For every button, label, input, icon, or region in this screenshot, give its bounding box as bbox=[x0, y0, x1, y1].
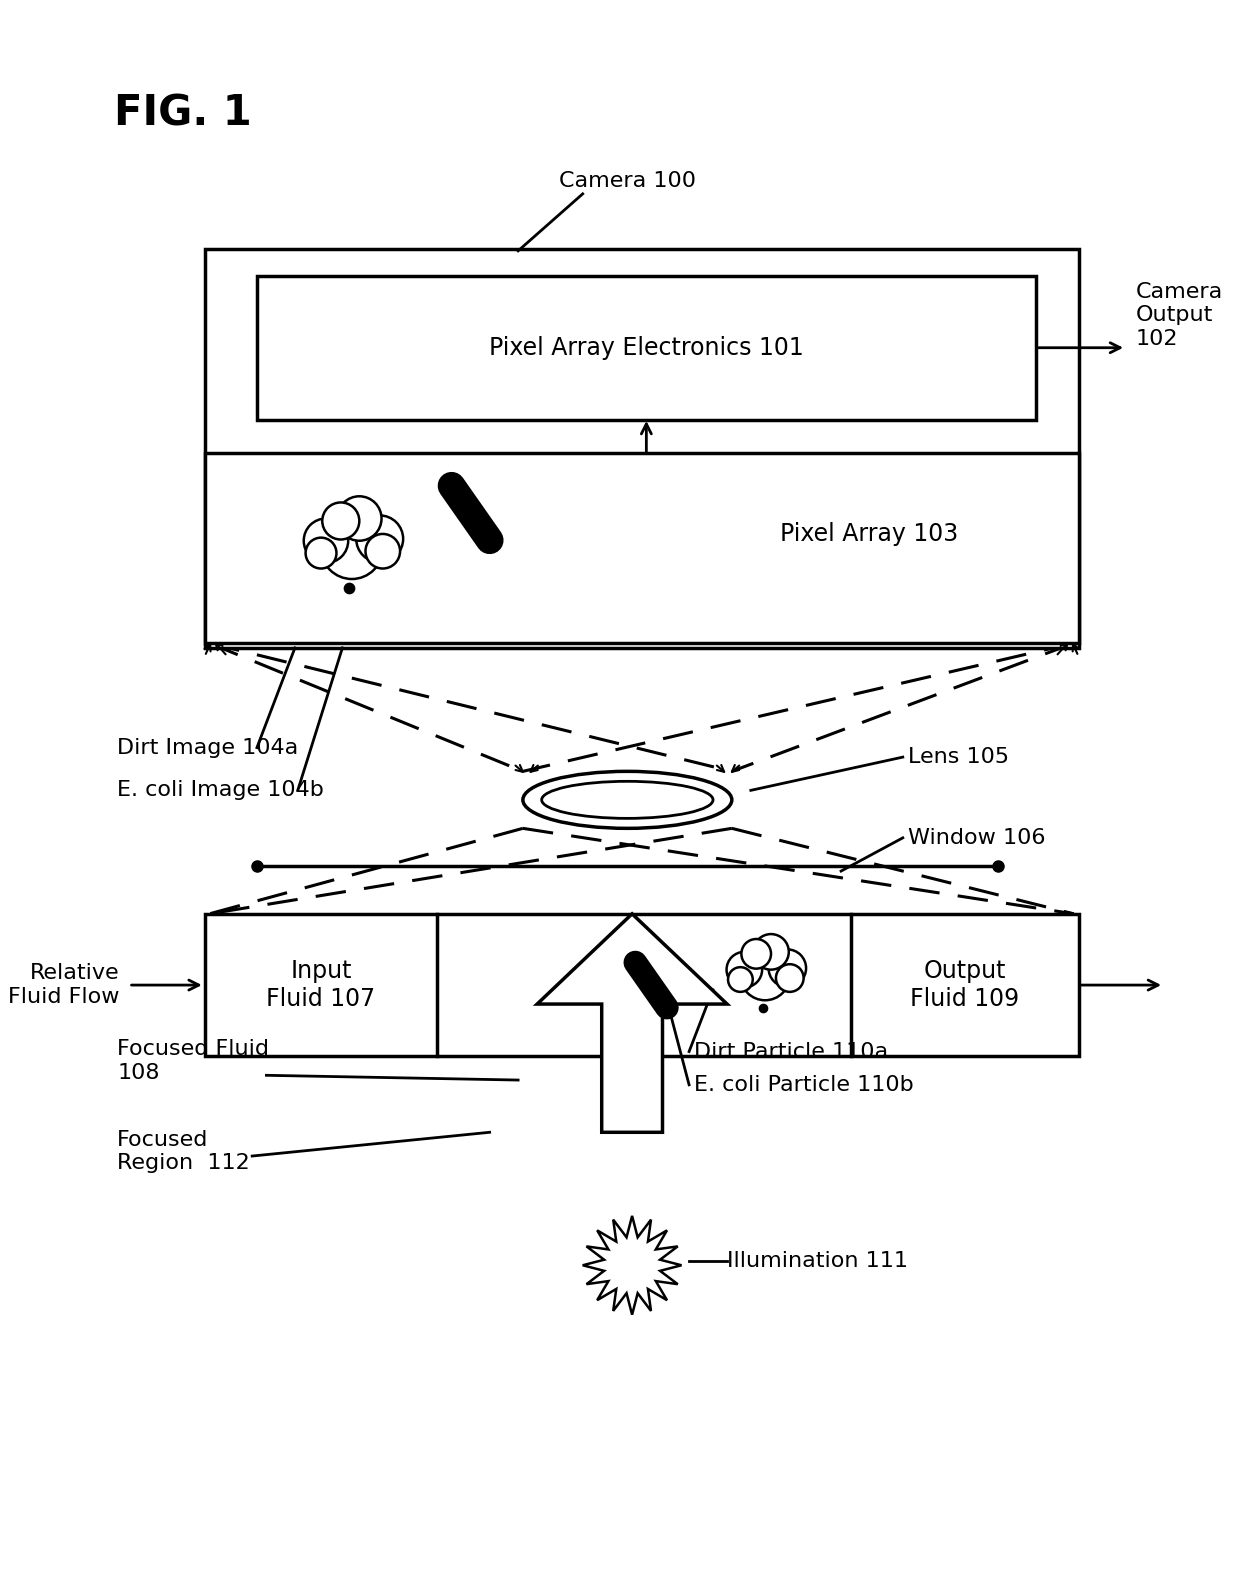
Text: Window 106: Window 106 bbox=[908, 827, 1045, 848]
Circle shape bbox=[742, 939, 771, 969]
Bar bbox=[257, 276, 1035, 419]
Circle shape bbox=[727, 952, 763, 987]
Circle shape bbox=[337, 496, 382, 540]
Ellipse shape bbox=[523, 771, 732, 829]
Circle shape bbox=[356, 515, 403, 563]
Bar bbox=[205, 913, 1079, 1057]
Polygon shape bbox=[583, 1216, 682, 1315]
Text: Dirt Particle 110a: Dirt Particle 110a bbox=[694, 1041, 888, 1062]
Circle shape bbox=[753, 934, 789, 969]
Text: Focused
Region  112: Focused Region 112 bbox=[118, 1130, 250, 1173]
Circle shape bbox=[728, 968, 753, 991]
Text: Input
Fluid 107: Input Fluid 107 bbox=[267, 960, 376, 1011]
Text: Focused Fluid
108: Focused Fluid 108 bbox=[118, 1039, 269, 1082]
Text: Dirt Image 104a: Dirt Image 104a bbox=[118, 738, 299, 757]
Text: Pixel Array Electronics 101: Pixel Array Electronics 101 bbox=[489, 336, 804, 360]
Text: Camera 100: Camera 100 bbox=[559, 171, 696, 191]
Text: E. coli Image 104b: E. coli Image 104b bbox=[118, 781, 324, 800]
Circle shape bbox=[740, 952, 790, 1001]
Circle shape bbox=[322, 502, 360, 539]
Circle shape bbox=[304, 518, 348, 563]
Polygon shape bbox=[537, 913, 727, 1132]
Circle shape bbox=[776, 964, 804, 991]
Circle shape bbox=[321, 518, 383, 579]
Text: Illumination 111: Illumination 111 bbox=[727, 1251, 908, 1270]
Text: Pixel Array 103: Pixel Array 103 bbox=[780, 521, 959, 545]
Text: Camera
Output
102: Camera Output 102 bbox=[1136, 282, 1223, 349]
Text: E. coli Particle 110b: E. coli Particle 110b bbox=[694, 1074, 914, 1095]
Ellipse shape bbox=[542, 781, 713, 818]
Bar bbox=[205, 453, 1079, 642]
Circle shape bbox=[366, 534, 401, 569]
Bar bbox=[205, 249, 1079, 647]
Text: Relative
Fluid Flow: Relative Fluid Flow bbox=[7, 963, 119, 1007]
Text: Output
Fluid 109: Output Fluid 109 bbox=[910, 960, 1019, 1011]
Circle shape bbox=[769, 950, 806, 987]
Text: FIG. 1: FIG. 1 bbox=[114, 92, 252, 134]
Text: Lens 105: Lens 105 bbox=[908, 748, 1008, 767]
Circle shape bbox=[305, 537, 336, 569]
